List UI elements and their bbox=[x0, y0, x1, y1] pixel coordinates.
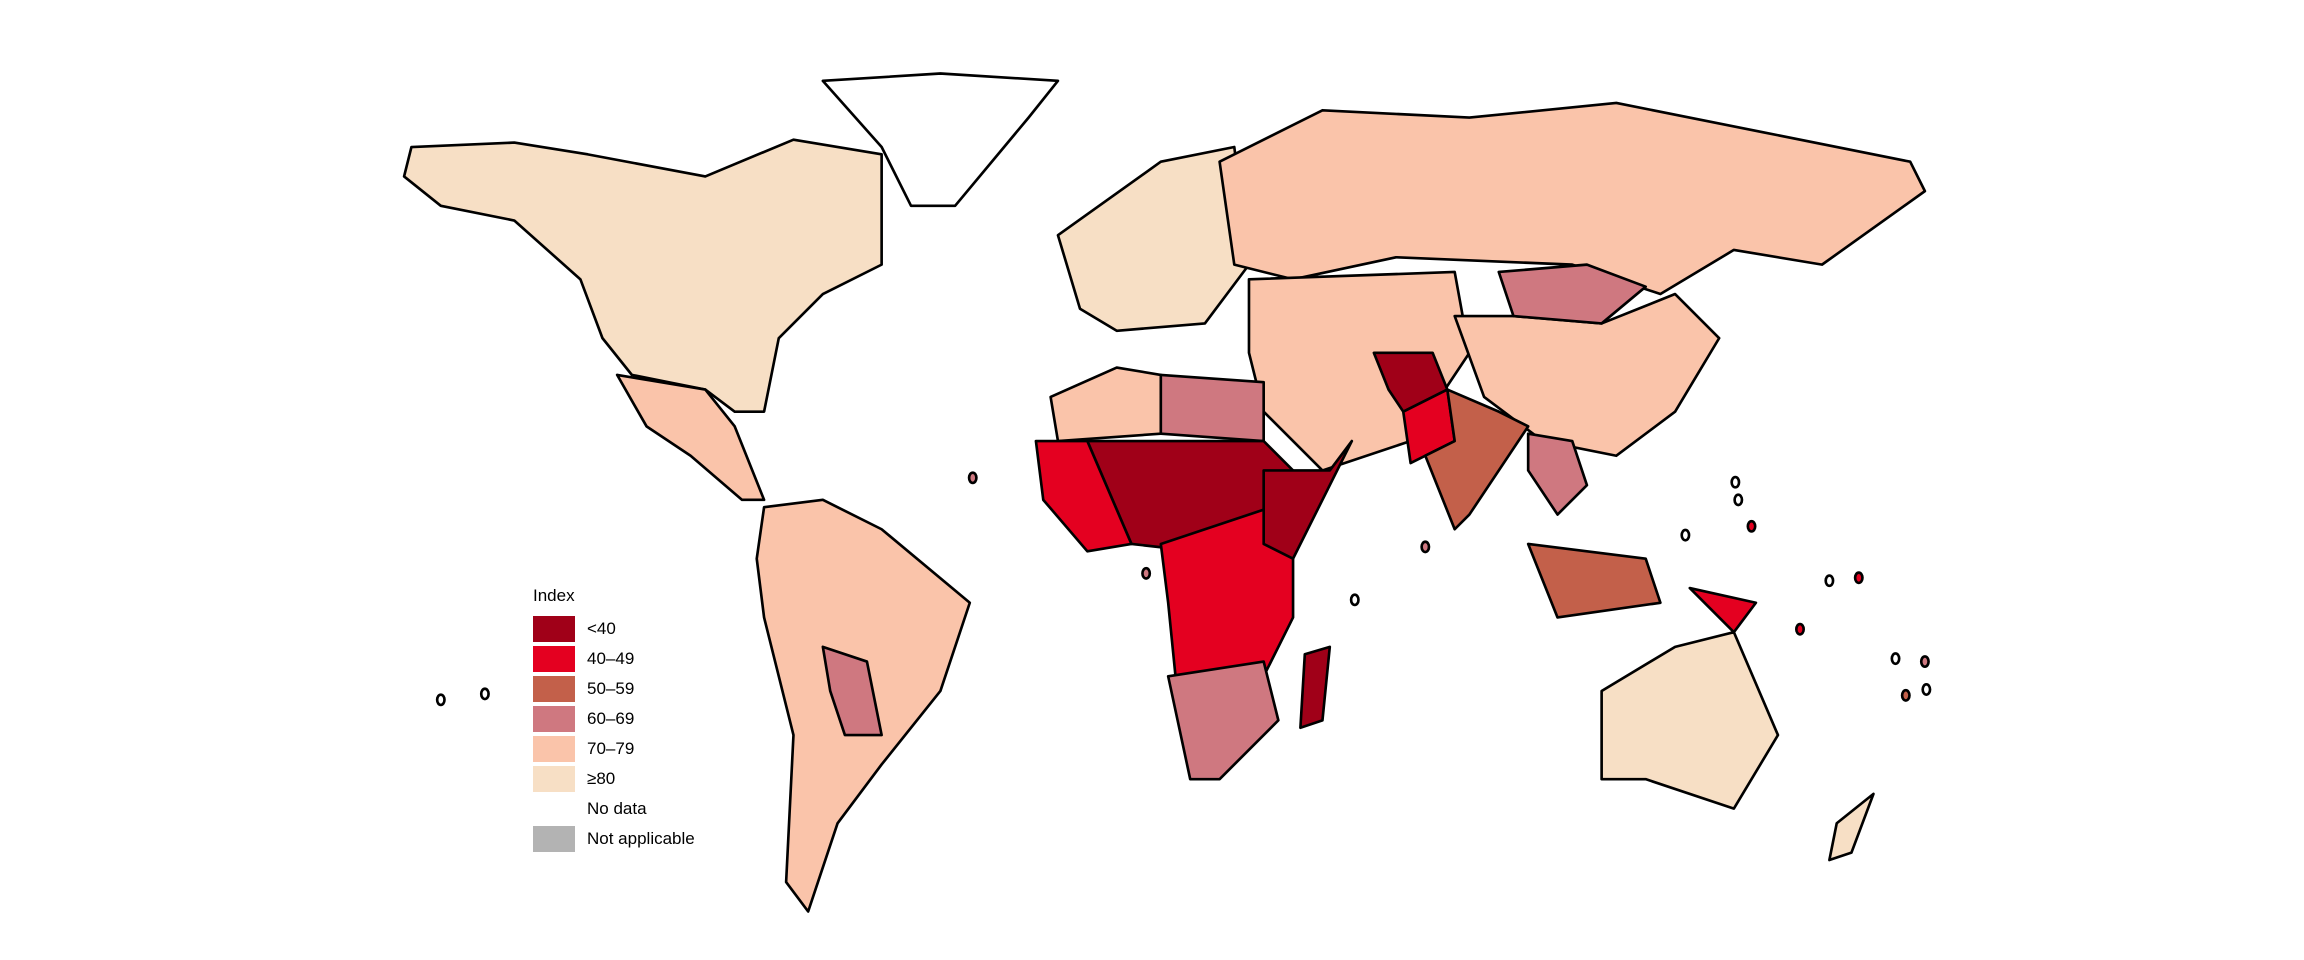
island-marker bbox=[1853, 571, 1864, 585]
island-marker bbox=[479, 687, 490, 701]
legend-item: No data bbox=[533, 794, 695, 824]
legend-title: Index bbox=[533, 586, 575, 605]
island-marker bbox=[435, 693, 446, 707]
legend-item: 40–49 bbox=[533, 644, 695, 674]
region-greenland bbox=[821, 72, 1060, 208]
region-west-africa bbox=[1034, 439, 1133, 553]
region-australia bbox=[1600, 630, 1780, 810]
legend-label: No data bbox=[587, 799, 647, 818]
legend-item: 60–69 bbox=[533, 704, 695, 734]
legend-swatch-c40 bbox=[533, 646, 575, 672]
region-madagascar bbox=[1299, 645, 1332, 730]
region-southeast-asia bbox=[1526, 432, 1589, 516]
legend-swatch-nodata bbox=[533, 796, 575, 822]
region-bolivia-paraguay bbox=[821, 645, 883, 737]
region-papua-new-guinea bbox=[1688, 586, 1758, 634]
legend-item: ≥80 bbox=[533, 764, 695, 794]
island-marker bbox=[1420, 540, 1431, 554]
island-marker bbox=[967, 471, 978, 485]
island-marker bbox=[1824, 574, 1835, 588]
region-indonesia bbox=[1526, 542, 1662, 619]
legend: Index <40 40–49 50–59 60–69 70–79 ≥80 No data N… bbox=[533, 586, 695, 854]
region-russia bbox=[1218, 101, 1927, 296]
region-horn-of-africa bbox=[1262, 439, 1354, 560]
island-marker bbox=[1795, 622, 1805, 636]
region-europe bbox=[1056, 145, 1251, 333]
region-southern-africa bbox=[1166, 660, 1280, 781]
region-north-africa bbox=[1049, 366, 1163, 443]
legend-swatch-lt40 bbox=[533, 616, 575, 642]
island-marker bbox=[1919, 655, 1930, 669]
legend-swatch-na bbox=[533, 826, 575, 852]
region-north-america bbox=[402, 138, 883, 413]
region-mongolia bbox=[1497, 263, 1648, 325]
legend-swatch-c50 bbox=[533, 676, 575, 702]
island-marker bbox=[1349, 593, 1360, 607]
legend-item: 50–59 bbox=[533, 674, 695, 704]
legend-label: ≥80 bbox=[587, 769, 616, 788]
legend-label: 40–49 bbox=[587, 649, 635, 668]
legend-label: Not applicable bbox=[587, 829, 695, 848]
island-marker bbox=[1746, 519, 1757, 533]
legend-item: 70–79 bbox=[533, 734, 695, 764]
island-marker bbox=[1890, 652, 1901, 666]
island-marker bbox=[1730, 475, 1741, 489]
island-marker bbox=[1921, 683, 1932, 696]
legend-item: <40 bbox=[533, 614, 695, 644]
island-marker bbox=[1733, 493, 1744, 507]
island-marker bbox=[1141, 566, 1152, 580]
legend-label: 50–59 bbox=[587, 679, 635, 698]
legend-item: Not applicable bbox=[533, 824, 695, 854]
legend-swatch-ge80 bbox=[533, 766, 575, 792]
legend-swatch-c60 bbox=[533, 706, 575, 732]
island-marker bbox=[1680, 528, 1691, 542]
legend-label: 70–79 bbox=[587, 739, 635, 758]
legend-swatch-c70 bbox=[533, 736, 575, 762]
region-india bbox=[1423, 388, 1530, 531]
region-mexico-central-america bbox=[615, 373, 766, 502]
region-libya-egypt bbox=[1159, 373, 1265, 443]
legend-label: 60–69 bbox=[587, 709, 635, 728]
legend-label: <40 bbox=[587, 619, 616, 638]
region-new-zealand bbox=[1828, 792, 1875, 862]
island-marker bbox=[1900, 688, 1911, 702]
